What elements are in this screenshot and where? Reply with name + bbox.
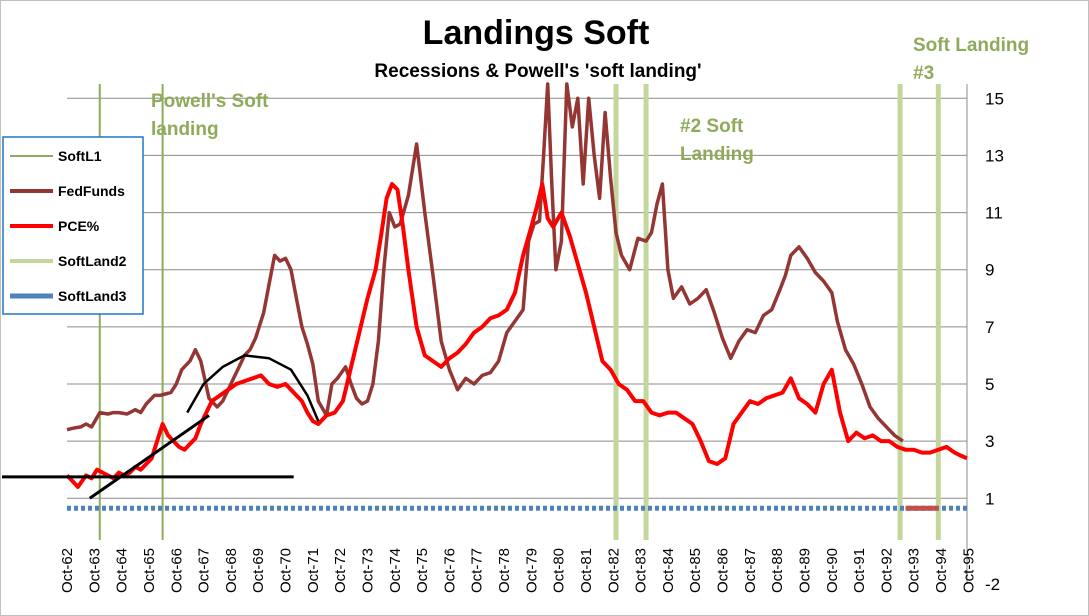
x-tick-label-Oct-68: Oct-68 xyxy=(223,548,240,593)
series-line-FedFunds xyxy=(66,82,904,443)
x-tick-label-Oct-73: Oct-73 xyxy=(359,548,376,593)
annotation-powell-line2: landing xyxy=(151,119,219,140)
x-tick-label-Oct-90: Oct-90 xyxy=(824,548,841,593)
chart-title: Landings Soft xyxy=(423,14,650,52)
x-tick-label-Oct-69: Oct-69 xyxy=(250,548,267,593)
drawn-arc-curve xyxy=(186,354,320,422)
x-tick-label-Oct-81: Oct-81 xyxy=(578,548,595,593)
x-tick-label-Oct-87: Oct-87 xyxy=(742,548,759,593)
x-tick-label-Oct-79: Oct-79 xyxy=(523,548,540,593)
annotation-powell-line1: Powell's Soft xyxy=(151,91,269,112)
x-tick-label-Oct-86: Oct-86 xyxy=(715,548,732,593)
annotation-soft-landing-2-line2: Landing xyxy=(680,144,754,165)
x-tick-label-Oct-78: Oct-78 xyxy=(496,548,513,593)
legend-items: SoftL1 FedFunds PCE% SoftLand2 SoftLand3 xyxy=(10,148,127,304)
x-tick-label-Oct-91: Oct-91 xyxy=(851,548,868,593)
legend-label-PCE%: PCE% xyxy=(58,218,100,234)
y-tick-label-15: 15 xyxy=(985,89,1004,108)
y-tick-label-7: 7 xyxy=(985,318,994,337)
x-tick-label-Oct-89: Oct-89 xyxy=(796,548,813,593)
annotation-soft-landing-3-line2: #3 xyxy=(913,63,934,84)
x-axis-labels: Oct-62 Oct-63 Oct-64 Oct-65 Oct-66 Oct-67 Oct-… xyxy=(59,548,977,593)
x-tick-label-Oct-65: Oct-65 xyxy=(141,548,158,593)
x-tick-label-Oct-62: Oct-62 xyxy=(59,548,76,593)
legend: SoftL1 FedFunds PCE% SoftLand2 SoftLand3 xyxy=(2,136,144,315)
annotation-soft-landing-2-line1: #2 Soft xyxy=(680,116,744,137)
legend-label-SoftL1: SoftL1 xyxy=(58,148,102,164)
y-tick-label-5: 5 xyxy=(985,375,994,394)
annotation-powell: Powell's Soft landing xyxy=(151,91,269,140)
legend-label-FedFunds: FedFunds xyxy=(58,183,125,199)
drawn-trend-line xyxy=(88,414,210,500)
y-tick-label-11: 11 xyxy=(985,204,1003,223)
x-tick-label-Oct-76: Oct-76 xyxy=(441,548,458,593)
x-tick-label-Oct-92: Oct-92 xyxy=(878,548,895,593)
y-tick-label-13: 13 xyxy=(985,146,1004,165)
x-tick-label-Oct-70: Oct-70 xyxy=(278,548,295,593)
x-tick-label-Oct-74: Oct-74 xyxy=(387,548,404,593)
x-tick-label-Oct-88: Oct-88 xyxy=(769,548,786,593)
y-tick-label-1: 1 xyxy=(985,489,994,508)
chart-subtitle: Recessions & Powell's 'soft landing' xyxy=(374,61,701,82)
x-tick-label-Oct-83: Oct-83 xyxy=(633,548,650,593)
x-tick-label-Oct-64: Oct-64 xyxy=(114,548,131,593)
gridlines xyxy=(67,84,968,584)
x-tick-label-Oct-82: Oct-82 xyxy=(605,548,622,593)
x-tick-label-Oct-95: Oct-95 xyxy=(960,548,977,593)
annotation-soft-landing-3-line1: Soft Landing xyxy=(913,35,1029,56)
x-tick-label-Oct-72: Oct-72 xyxy=(332,548,349,593)
annotation-soft-landing-2: #2 Soft Landing xyxy=(680,116,754,165)
annotation-soft-landing-3: Soft Landing #3 xyxy=(913,35,1029,84)
x-tick-label-Oct-85: Oct-85 xyxy=(687,548,704,593)
x-tick-label-Oct-71: Oct-71 xyxy=(305,548,322,593)
x-tick-label-Oct-84: Oct-84 xyxy=(660,548,677,593)
legend-label-SoftLand3: SoftLand3 xyxy=(58,288,127,304)
x-tick-label-Oct-67: Oct-67 xyxy=(196,548,213,593)
x-tick-label-Oct-80: Oct-80 xyxy=(551,548,568,593)
series-line-PCE% xyxy=(65,182,968,489)
x-tick-label-Oct-93: Oct-93 xyxy=(906,548,923,593)
y-tick-label-3: 3 xyxy=(985,432,994,451)
x-tick-label-Oct-63: Oct-63 xyxy=(86,548,103,593)
y-tick-label--2: -2 xyxy=(985,575,1000,594)
y-tick-label-9: 9 xyxy=(985,261,994,280)
x-tick-label-Oct-94: Oct-94 xyxy=(933,548,950,593)
x-tick-label-Oct-75: Oct-75 xyxy=(414,548,431,593)
x-tick-label-Oct-77: Oct-77 xyxy=(469,548,486,593)
x-tick-label-Oct-66: Oct-66 xyxy=(168,548,185,593)
legend-label-SoftLand2: SoftLand2 xyxy=(58,253,127,269)
